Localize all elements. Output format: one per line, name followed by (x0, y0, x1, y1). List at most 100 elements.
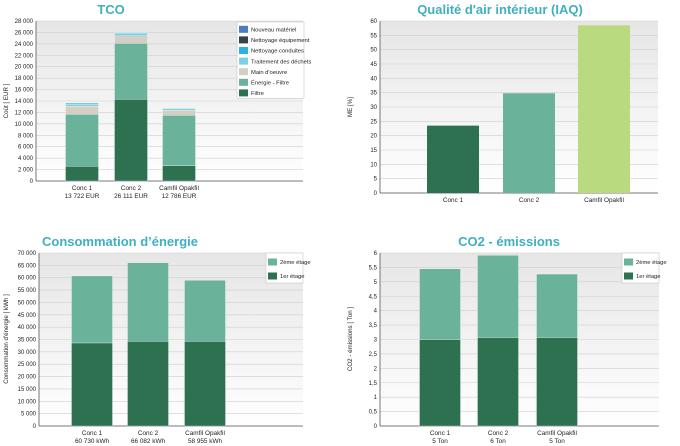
y-tick-label: 16 000 (15, 88, 34, 94)
y-tick-label: 1 (374, 395, 378, 401)
y-tick-label: 15 (370, 148, 377, 154)
category-sublabel: 5 Ton (432, 438, 448, 445)
y-tick-label: 15 000 (18, 387, 37, 393)
y-tick-label: 1,5 (369, 381, 378, 387)
bar-3-segment-2 (162, 115, 196, 166)
y-tick-label: 0,5 (369, 410, 378, 416)
legend-swatch (239, 68, 248, 76)
y-tick-label: 4 (374, 309, 378, 315)
y-tick-label: 2 000 (18, 168, 34, 174)
legend-swatch (239, 78, 248, 86)
y-tick-label: 6 000 (18, 145, 34, 151)
bar-2-segment-2 (114, 43, 148, 100)
y-axis-label: ME [%] (347, 97, 354, 117)
chart-title: TCO (97, 2, 124, 17)
y-tick-label: 50 (370, 48, 377, 54)
category-label: Conc 2 (488, 430, 509, 437)
bar-3-segment-3 (162, 109, 196, 116)
y-tick-label: 35 (370, 91, 377, 97)
y-tick-label: 55 000 (18, 288, 37, 294)
bar-2-segment-1 (114, 99, 148, 182)
y-tick-label: 50 000 (18, 300, 37, 306)
y-tick-label: 40 000 (18, 325, 37, 331)
category-sublabel: 58 955 kWh (188, 438, 223, 445)
legend-swatch (239, 25, 248, 33)
y-tick-label: 10 000 (18, 399, 37, 405)
y-tick-label: 18 000 (15, 76, 34, 82)
y-tick-label: 24 000 (15, 42, 34, 48)
y-tick-label: 28 000 (15, 19, 34, 25)
y-tick-label: 3,5 (369, 323, 378, 329)
y-tick-label: 0 (374, 424, 378, 430)
y-tick-label: 40 (370, 76, 377, 82)
bar-2-segment-3 (114, 35, 148, 44)
legend-swatch (624, 258, 633, 266)
chart-3: Consommation d’énergie 0 5 000 10 000 15 000… (3, 234, 311, 445)
bar-1-segment-2 (419, 268, 461, 340)
bar-1-segment-4 (65, 103, 99, 107)
category-sublabel: 6 Ton (490, 438, 506, 445)
legend-label: Nettoyage équipement (251, 38, 310, 44)
legend-label: Filtre (251, 91, 264, 97)
y-tick-label: 2 (374, 366, 378, 372)
bar-1 (427, 125, 479, 193)
y-tick-label: 0 (33, 424, 37, 430)
chart-4: CO2 - émissions 0 0,5 1 1,5 2 2,5 3 3,5 4 4,5 5 5,5 6… (347, 234, 667, 445)
category-label: Conc 1 (82, 430, 103, 437)
y-tick-label: 45 (370, 62, 377, 68)
category-label: Camfil Opakfil (584, 197, 624, 204)
legend-label: Traitement des déchets (251, 59, 311, 65)
legend-label: 1er étage (280, 274, 305, 280)
y-tick-label: 22 000 (15, 53, 34, 59)
category-label: Camfil Opakfil (185, 430, 225, 437)
category-label: Conc 2 (138, 430, 159, 437)
legend-swatch (239, 57, 248, 65)
y-tick-label: 0 (374, 191, 378, 197)
legend-swatch (624, 272, 633, 280)
chart-title: Qualité d'air intérieur (IAQ) (417, 2, 583, 17)
legend-swatch (268, 272, 277, 280)
bar-3-segment-4 (162, 108, 196, 111)
y-tick-label: 55 (370, 33, 377, 39)
y-tick-label: 5 (374, 177, 378, 183)
bar-1-segment-1 (71, 342, 113, 427)
y-tick-label: 6 (374, 251, 378, 257)
y-tick-label: 70 000 (18, 251, 37, 257)
y-tick-label: 8 000 (18, 133, 34, 139)
category-sublabel: 5 Ton (549, 438, 565, 445)
y-axis-label: CO2 - émissions [ Ton ] (347, 307, 354, 371)
bar-2-segment-1 (477, 337, 519, 427)
category-label: Conc 2 (519, 197, 540, 204)
y-tick-label: 65 000 (18, 263, 37, 269)
y-tick-label: 30 000 (18, 350, 37, 356)
category-sublabel: 12 786 EUR (162, 193, 197, 200)
legend-label: Nouveau matériel (251, 28, 296, 34)
chart-title: Consommation d’énergie (42, 234, 198, 249)
chart-2: Qualité d'air intérieur (IAQ) 0 5 10 15 20 25 3… (347, 2, 658, 204)
y-tick-label: 60 (370, 19, 377, 25)
category-sublabel: 66 082 kWh (131, 438, 166, 445)
category-label: Camfil Opakfil (537, 430, 577, 437)
y-tick-label: 5,5 (369, 265, 378, 271)
y-tick-label: 0 (30, 179, 34, 185)
category-label: Conc 1 (443, 197, 464, 204)
category-label: Camfil Opakfil (159, 185, 199, 192)
chart-title: CO2 - émissions (458, 234, 560, 249)
legend-box (236, 21, 305, 99)
y-tick-label: 25 000 (18, 362, 37, 368)
y-tick-label: 45 000 (18, 313, 37, 319)
y-tick-label: 5 000 (21, 412, 37, 418)
bar-3-segment-1 (162, 165, 196, 182)
category-sublabel: 26 111 EUR (114, 193, 148, 200)
legend-swatch (268, 258, 277, 266)
category-sublabel: 60 730 kWh (75, 438, 110, 445)
bar-2-segment-4 (114, 33, 148, 37)
y-tick-label: 5 (374, 280, 378, 286)
category-sublabel: 13 722 EUR (65, 193, 100, 200)
legend-swatch (239, 36, 248, 44)
y-tick-label: 60 000 (18, 276, 37, 282)
category-label: Conc 1 (430, 430, 451, 437)
legend-label: 2ème étage (636, 260, 667, 266)
y-tick-label: 2,5 (369, 352, 378, 358)
